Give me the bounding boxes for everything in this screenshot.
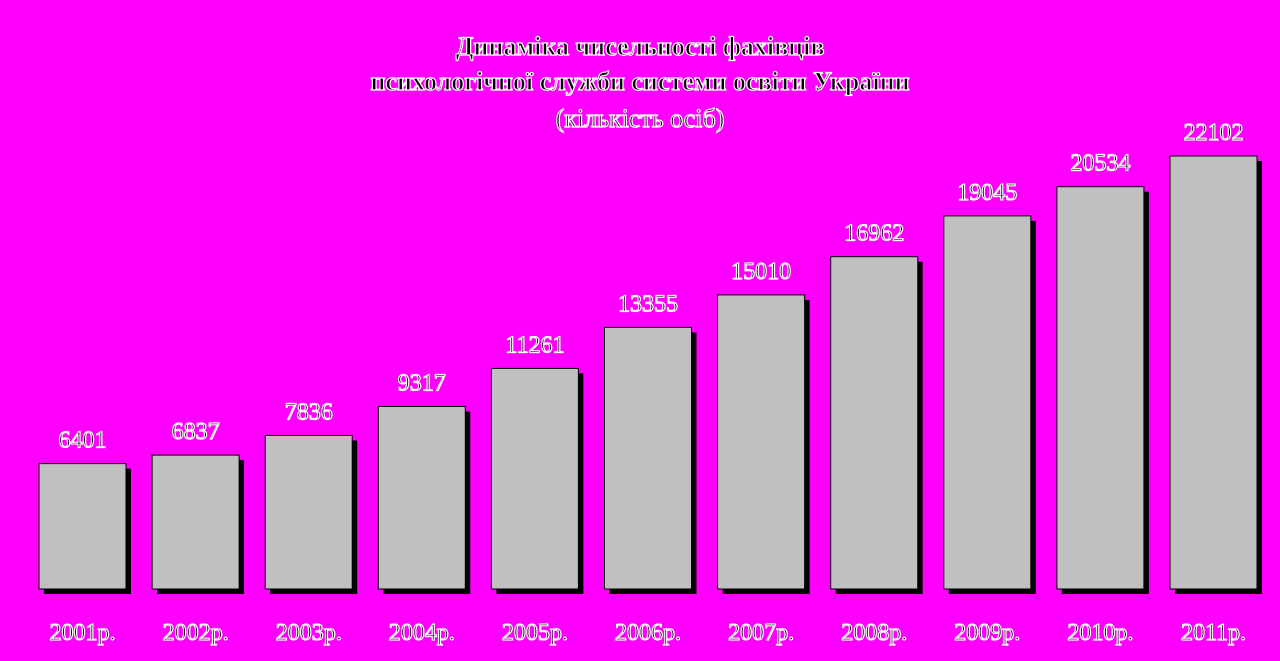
x-tick-label: 2009р. — [954, 620, 1020, 646]
bar — [604, 326, 692, 590]
bar — [264, 435, 353, 590]
x-tick-label: 2002р. — [163, 620, 229, 646]
data-label: 20534 — [1070, 151, 1130, 177]
x-tick-label: 2005р. — [502, 620, 568, 646]
bar — [38, 463, 127, 590]
chart-title-line-1: Динаміка чисельності фахівців — [456, 32, 825, 61]
bar — [151, 454, 240, 590]
data-label: 13355 — [618, 291, 678, 317]
value-labels: 6401 6837 7836 9317 11261 13355 15010 16962 1904… — [58, 119, 1244, 454]
bar — [1169, 155, 1258, 590]
bar — [943, 215, 1032, 590]
x-tick-label: 2010р. — [1067, 620, 1133, 646]
data-label: 15010 — [731, 259, 791, 285]
chart-title-line-2: психологічної служби системи освіти Укра… — [370, 67, 909, 96]
bar — [1056, 186, 1145, 590]
bar — [377, 406, 466, 590]
bar — [717, 294, 806, 590]
bar — [830, 256, 919, 590]
chart-subtitle: (кількість осіб) — [556, 104, 725, 133]
data-label: 22102 — [1184, 120, 1244, 146]
data-label: 16962 — [844, 221, 904, 247]
data-label: 19045 — [957, 180, 1017, 206]
x-tick-label: 2001р. — [50, 620, 116, 646]
data-label: 6837 — [172, 419, 220, 445]
data-label: 7836 — [285, 400, 333, 426]
x-tick-label: 2003р. — [276, 620, 342, 646]
x-tick-label: 2011р. — [1181, 620, 1246, 646]
x-tick-label: 2004р. — [389, 620, 455, 646]
x-tick-label: 2007р. — [728, 620, 794, 646]
bar — [490, 367, 579, 590]
data-label: 6401 — [59, 428, 107, 454]
category-labels: 2001р. 2002р. 2003р. 2004р. 2005р. 2006р. 2007… — [49, 619, 1247, 646]
x-tick-label: 2006р. — [615, 620, 681, 646]
data-label: 11261 — [505, 332, 564, 358]
data-label: 9317 — [398, 371, 446, 397]
x-tick-label: 2008р. — [841, 620, 907, 646]
bars — [38, 155, 1258, 590]
